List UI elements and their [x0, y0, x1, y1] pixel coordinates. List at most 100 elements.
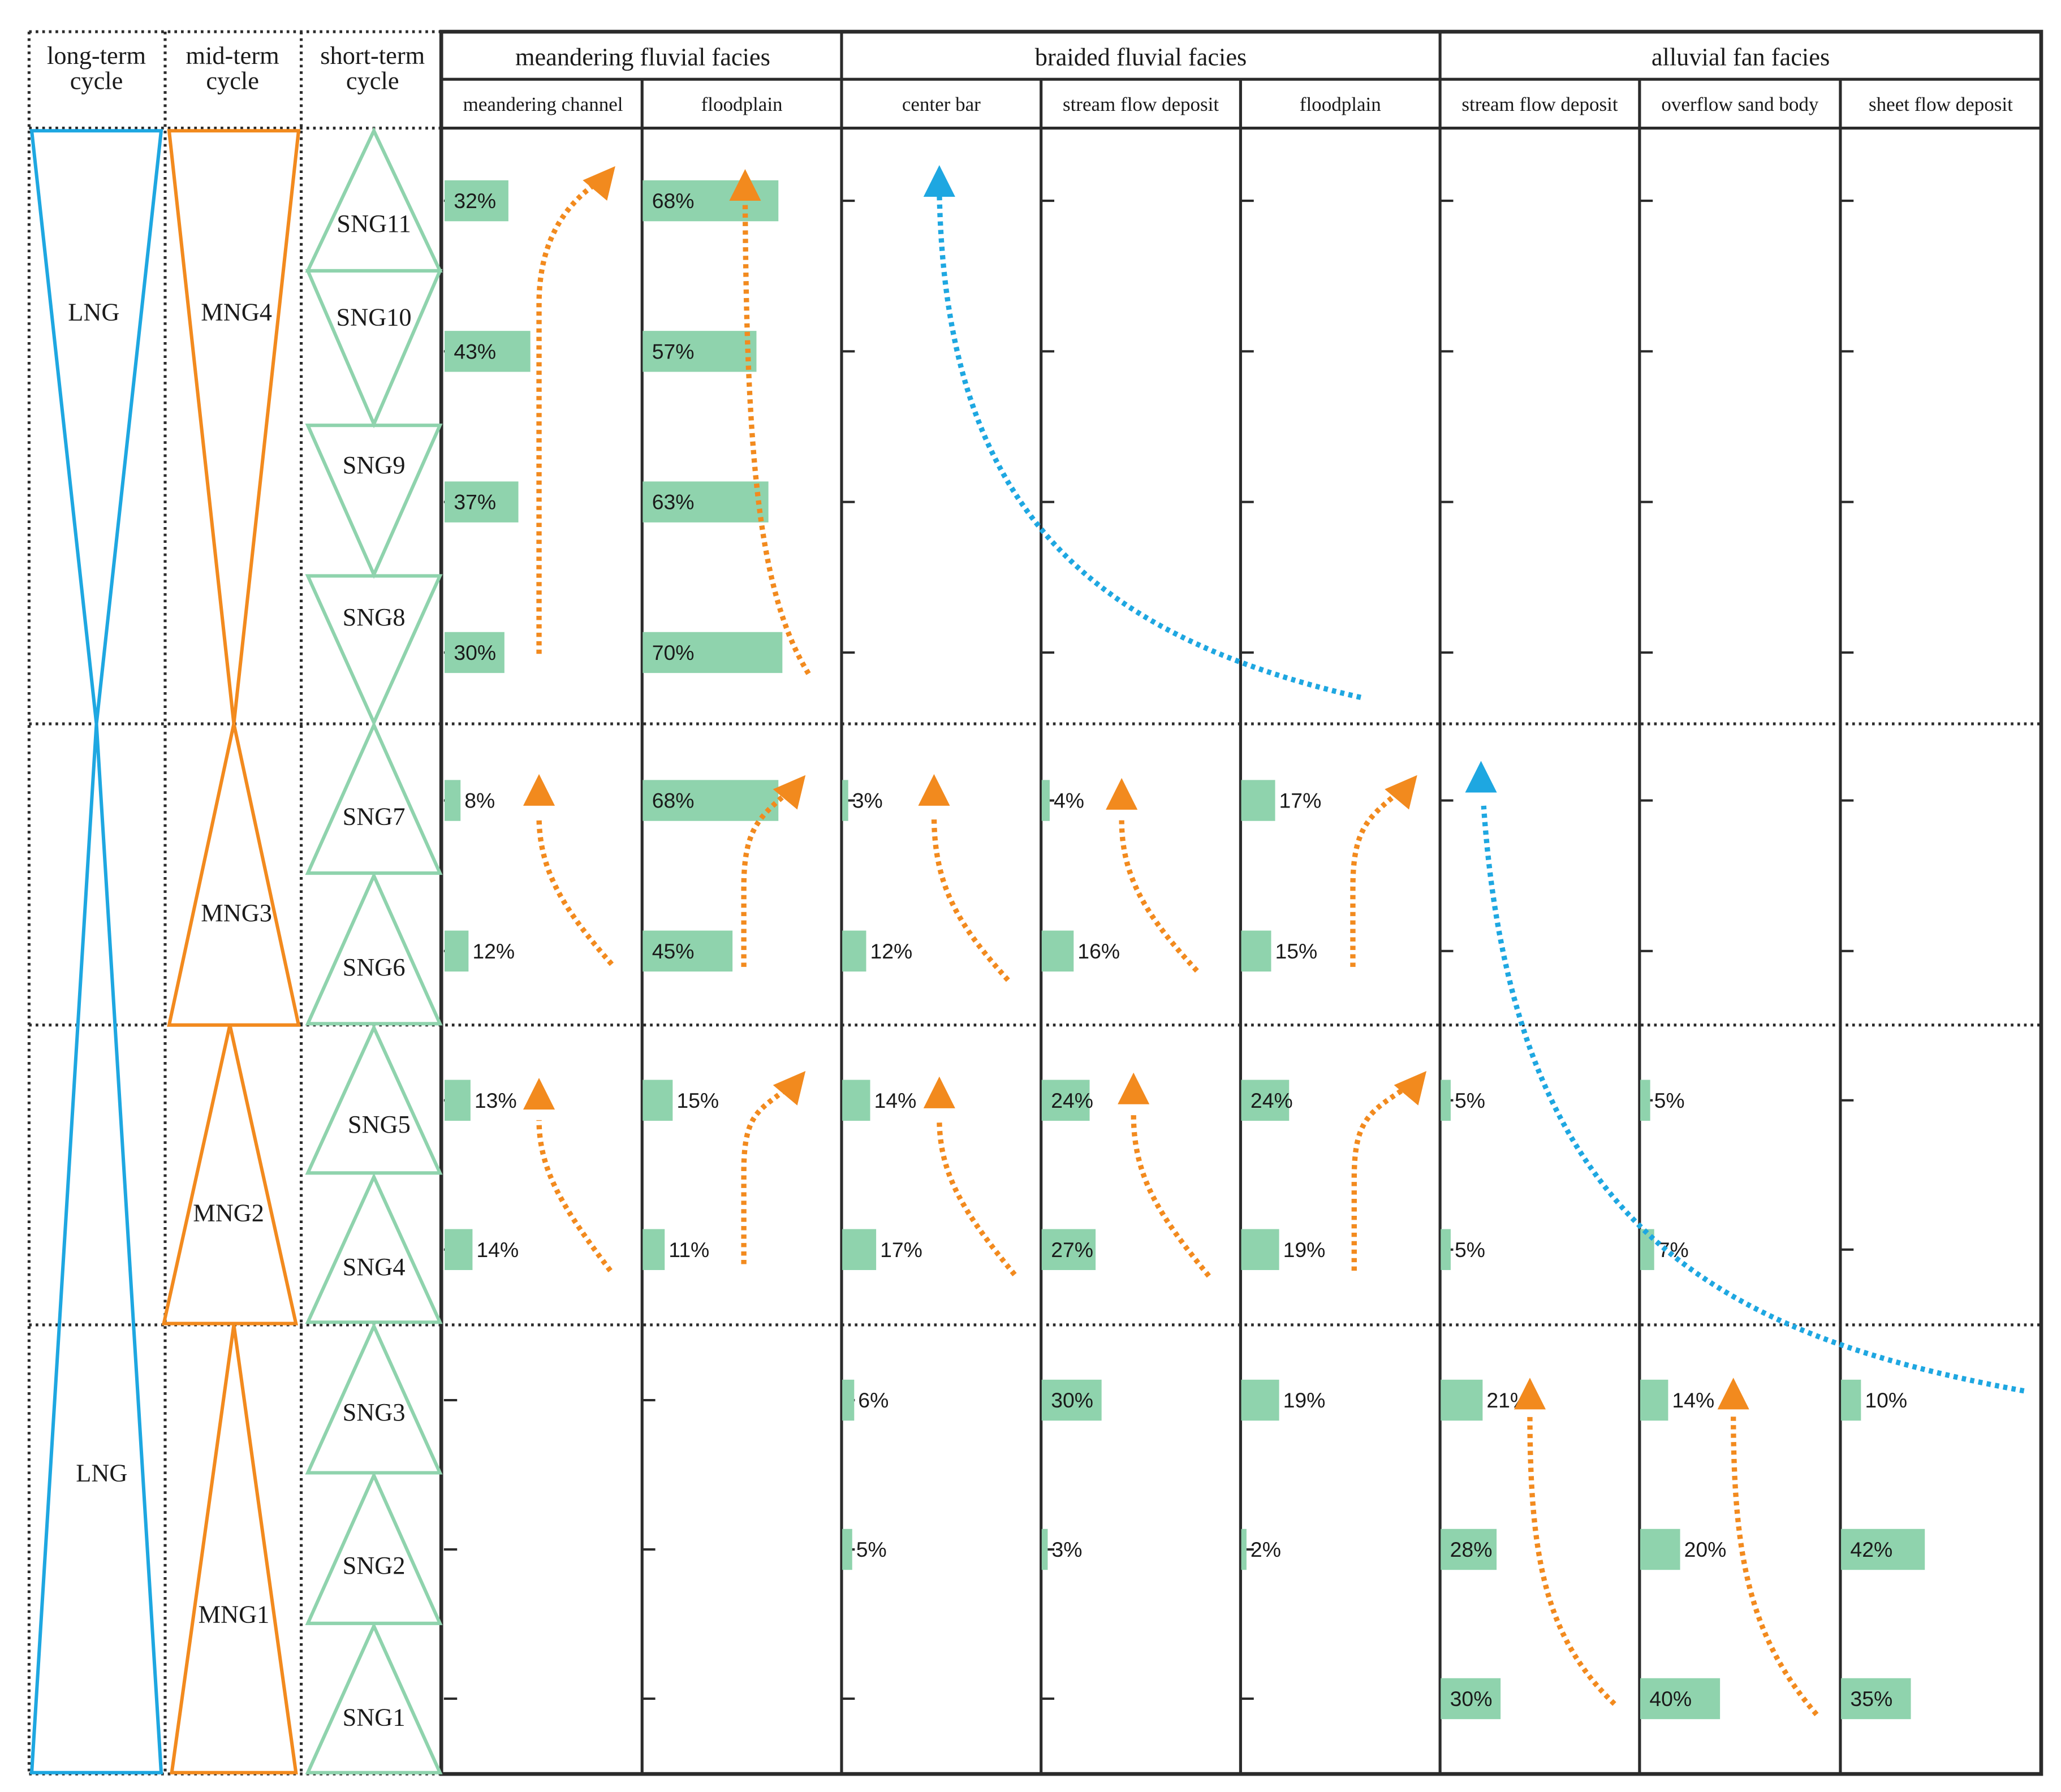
facies-bar-label: 19% — [1283, 1388, 1326, 1412]
facies-bar-label: 5% — [1455, 1089, 1485, 1112]
facies-bar — [1241, 1528, 1247, 1570]
orange-trend-arrow-head — [1106, 778, 1138, 810]
blue-trend-arrow — [937, 191, 1362, 700]
mid-term-cycle-label: MNG1 — [199, 1600, 270, 1628]
facies-bar-label: 12% — [870, 939, 912, 963]
facies-bar — [1640, 1678, 1721, 1720]
facies-bar — [842, 1379, 855, 1421]
orange-trend-arrow — [1527, 1413, 1616, 1706]
orange-trend-arrow-head — [1514, 1378, 1546, 1410]
orange-trend-arrow — [937, 1119, 1017, 1277]
orange-trend-arrow — [742, 198, 811, 675]
blue-trend-arrow — [1481, 805, 2025, 1394]
facies-bar-label: 70% — [652, 641, 695, 664]
table-grid — [27, 29, 2043, 1776]
mid-term-cycle-header: mid-term cycle — [186, 41, 279, 94]
facies-bar-label: 57% — [652, 339, 695, 363]
facies-bar — [445, 632, 505, 673]
orange-trend-arrow — [536, 172, 612, 654]
short-term-cycle-triangle — [305, 127, 443, 273]
facies-bar-label: 43% — [454, 339, 496, 363]
orange-trend-arrow-head — [1385, 775, 1417, 810]
orange-trend-arrow-head — [773, 1070, 806, 1106]
facies-bar-label: 14% — [874, 1089, 917, 1112]
facies-bar — [643, 780, 779, 821]
facies-bar-label: 10% — [1865, 1388, 1907, 1412]
facies-bar-label: 16% — [1077, 939, 1120, 963]
facies-bar — [643, 632, 783, 673]
mid-term-cycle-triangle — [161, 1025, 299, 1325]
short-term-cycle-label: SNG8 — [343, 603, 406, 631]
orange-trend-arrow — [1731, 1413, 1819, 1717]
facies-bar — [1640, 1379, 1668, 1421]
facies-bar — [445, 331, 531, 372]
facies-bar-label: 30% — [454, 641, 496, 664]
short-term-cycle-label: SNG10 — [336, 303, 411, 331]
facies-bar-label: 11% — [669, 1238, 709, 1262]
facies-bar — [1041, 1379, 1102, 1421]
short-term-cycle-header: short-term cycle — [320, 41, 425, 94]
facies-bar-label: 5% — [1455, 1238, 1485, 1262]
mid-term-cycle-label: MNG2 — [193, 1198, 264, 1227]
mid-term-cycle-triangle — [170, 1324, 298, 1774]
facies-bar — [1640, 1079, 1650, 1121]
facies-bar-label: 30% — [1051, 1388, 1093, 1412]
facies-bar — [1441, 1678, 1501, 1720]
subfacies-header: meandering channel — [463, 93, 623, 115]
facies-bar-label: 15% — [676, 1089, 719, 1112]
blue-trend-arrow-head — [923, 165, 955, 197]
facies-bar — [842, 780, 848, 821]
subfacies-header: floodplain — [1300, 93, 1381, 115]
short-term-cycle-label: SNG1 — [343, 1703, 406, 1731]
facies-bar — [643, 1229, 665, 1270]
short-term-cycle-label: SNG2 — [343, 1551, 406, 1579]
facies-bar — [842, 1528, 852, 1570]
table-header: long-term cycle mid-term cycle short-term cyc… — [47, 41, 2013, 115]
subfacies-header: sheet flow deposit — [1869, 93, 2013, 115]
facies-bar-label: 68% — [652, 189, 695, 213]
facies-bar-label: 5% — [856, 1538, 887, 1561]
facies-bar — [643, 1079, 673, 1121]
short-term-cycle-label: SNG11 — [337, 209, 411, 238]
facies-bar-label: 13% — [475, 1089, 517, 1112]
subfacies-header: stream flow deposit — [1063, 93, 1219, 115]
short-term-cycle-label: SNG3 — [343, 1398, 406, 1426]
facies-bar — [1441, 1079, 1451, 1121]
short-term-cycle-label: SNG9 — [343, 451, 406, 479]
long-term-cycle-triangle — [29, 723, 163, 1774]
orange-trend-arrow — [536, 1120, 613, 1272]
facies-bar — [1841, 1678, 1911, 1720]
facies-bar-label: 8% — [464, 789, 495, 813]
facies-bar — [1841, 1379, 1861, 1421]
facies-bar — [1441, 1528, 1497, 1570]
short-term-cycle-label: SNG5 — [348, 1110, 411, 1138]
facies-bar — [1640, 1528, 1680, 1570]
facies-bar — [643, 331, 757, 372]
facies-bar — [445, 930, 469, 972]
long-term-cycle-label: LNG — [76, 1459, 127, 1487]
orange-trend-arrow-head — [918, 774, 950, 806]
subfacies-header: stream flow deposit — [1461, 93, 1618, 115]
facies-bar-label: 3% — [1051, 1538, 1082, 1561]
blue-trend-arrow-head — [1465, 761, 1497, 793]
subfacies-header: center bar — [902, 93, 981, 115]
facies-bar-label: 63% — [652, 490, 695, 514]
facies-bar — [1041, 1528, 1048, 1570]
facies-bar — [1241, 780, 1275, 821]
trend-arrows — [523, 165, 2025, 1717]
facies-bar-label: 42% — [1850, 1538, 1892, 1561]
facies-bar-label: 24% — [1051, 1089, 1093, 1112]
facies-bar-label: 45% — [652, 939, 695, 963]
mid-term-cycle-triangle — [167, 129, 301, 724]
facies-bar-label: 3% — [852, 789, 883, 813]
facies-bar-label: 14% — [1672, 1388, 1714, 1412]
short-term-cycle-triangle — [305, 1023, 443, 1175]
orange-trend-arrow-head — [1394, 1070, 1427, 1106]
facies-bar — [445, 180, 508, 222]
orange-trend-arrow-head — [773, 775, 806, 810]
facies-bar-label: 24% — [1251, 1089, 1293, 1112]
facies-bar — [1041, 1079, 1090, 1121]
facies-bar — [1241, 1229, 1279, 1270]
